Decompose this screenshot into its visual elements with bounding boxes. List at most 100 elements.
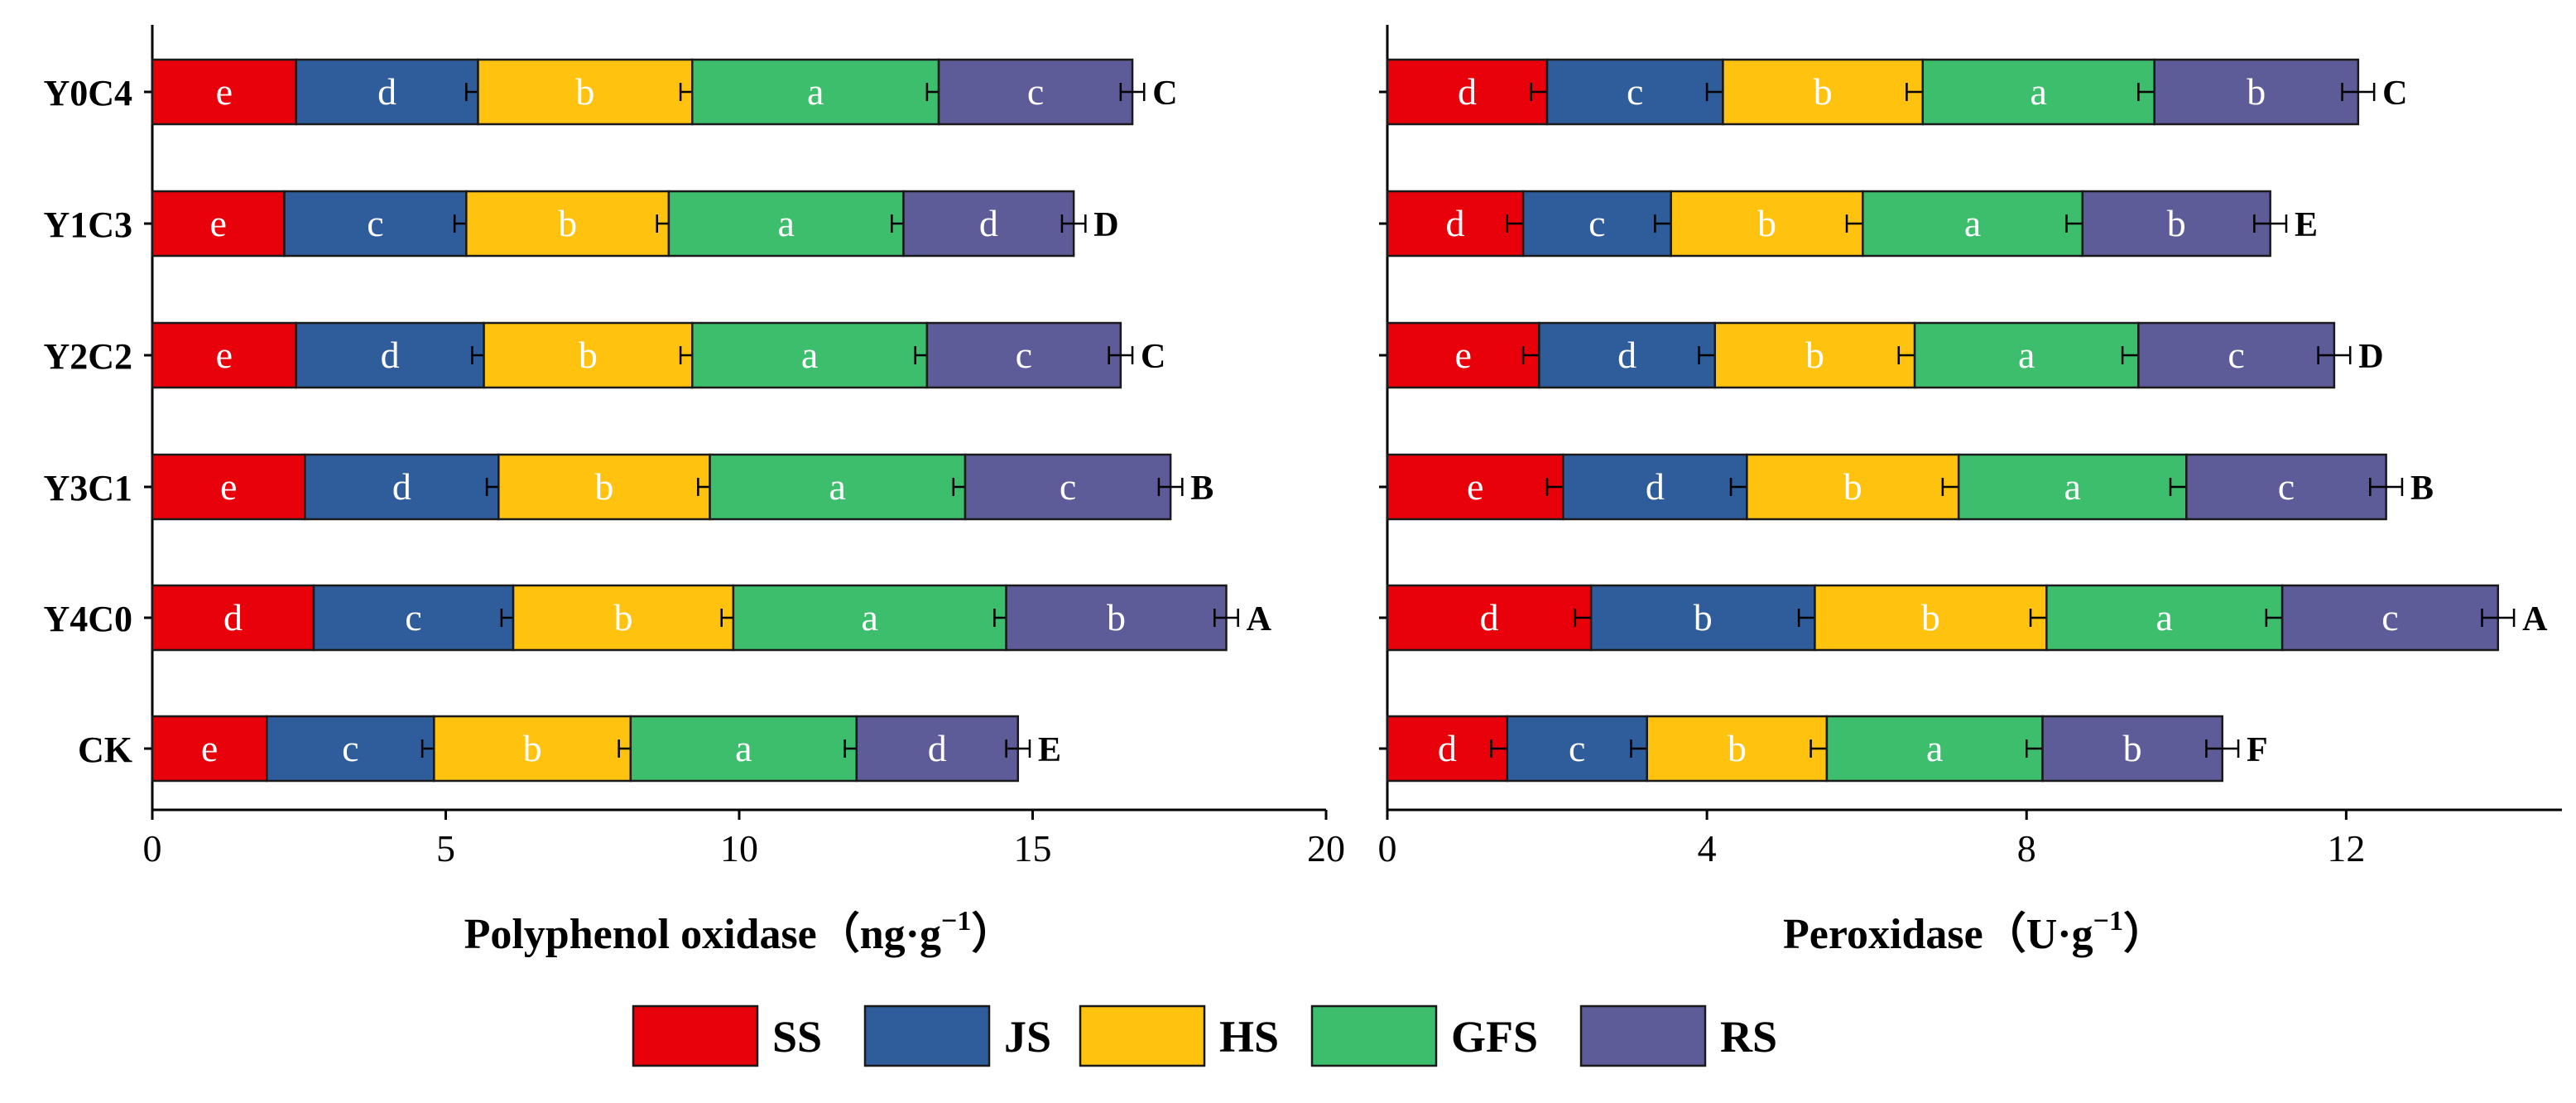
legend-swatch <box>1079 1004 1206 1067</box>
legend-swatch <box>1579 1004 1707 1067</box>
total-significance-letter: C <box>1141 338 1165 376</box>
significance-letter: e <box>216 70 233 113</box>
significance-letter: c <box>2278 465 2295 508</box>
bar-segment-ss <box>151 584 315 652</box>
significance-letter: b <box>1805 334 1824 376</box>
significance-letter: b <box>594 465 613 508</box>
significance-letter: a <box>862 596 878 638</box>
bar-segment-hs <box>1670 190 1864 258</box>
significance-letter: b <box>1694 596 1713 638</box>
legend-swatch <box>863 1004 991 1067</box>
significance-letter: d <box>377 70 396 113</box>
bar-segment-hs <box>1713 321 1916 389</box>
total-significance-letter: D <box>2358 338 2383 376</box>
significance-letter: e <box>1467 465 1483 508</box>
significance-letter: b <box>579 334 598 376</box>
significance-letter: d <box>1617 334 1636 376</box>
x-axis-title-main: Polyphenol oxidase <box>464 911 817 958</box>
bar-segment-gfs <box>1957 453 2188 521</box>
bar-segment-ss <box>151 321 297 389</box>
legend-label: JS <box>1004 1012 1051 1062</box>
x-tick-label: 5 <box>436 827 455 869</box>
bar-segment-rs <box>925 321 1122 389</box>
significance-letter: b <box>1107 596 1126 638</box>
bar-segment-rs <box>2280 584 2500 652</box>
bar-segment-gfs <box>1862 190 2084 258</box>
x-tick-label: 4 <box>1698 827 1717 869</box>
total-significance-letter: D <box>1093 206 1118 244</box>
significance-letter: a <box>778 202 795 244</box>
bar-segment-hs <box>483 321 694 389</box>
x-tick-label: 12 <box>2327 827 2365 869</box>
bar-segment-rs <box>2185 453 2387 521</box>
significance-letter: e <box>220 465 237 508</box>
x-tick-label: 8 <box>2017 827 2036 869</box>
significance-letter: c <box>367 202 383 244</box>
category-label: Y0C4 <box>43 73 132 113</box>
significance-letter: a <box>801 334 818 376</box>
bar-segment-rs <box>1005 584 1228 652</box>
total-significance-letter: B <box>1190 470 1214 508</box>
bar-segment-ss <box>151 715 268 783</box>
polyphenol-oxidase-chart: 0 5 10 15 20 Polyphenol oxidase（ng·g−1） Y0C4 e d… <box>43 25 1345 958</box>
x-axis-title-exponent: −1 <box>941 906 971 937</box>
significance-letter: e <box>216 334 233 376</box>
significance-letter: b <box>2123 727 2142 769</box>
x-axis-title: Peroxidase（U·g−1） <box>1783 906 2166 958</box>
significance-letter: b <box>523 727 542 769</box>
legend-item-gfs: GFS <box>1310 1004 1538 1067</box>
significance-letter: c <box>1027 70 1044 113</box>
significance-letter: e <box>1454 334 1471 376</box>
legend-swatch <box>1310 1004 1438 1067</box>
bar-segment-hs <box>1646 715 1829 783</box>
total-significance-letter: B <box>2410 470 2434 508</box>
significance-letter: c <box>2228 334 2244 376</box>
bar-segment-gfs <box>1825 715 2044 783</box>
bar-segment-gfs <box>709 453 967 521</box>
significance-letter: c <box>405 596 421 638</box>
significance-letter: c <box>1627 70 1643 113</box>
bar-segment-rs <box>964 453 1172 521</box>
bar-segment-js <box>1521 190 1672 258</box>
peroxidase-chart: 0 4 8 12 Peroxidase（U·g−1） d c b a b Cd c b a b Ee d b a c D… <box>1378 25 2562 958</box>
legend-item-rs: RS <box>1579 1004 1777 1067</box>
bar-segment-gfs <box>691 321 929 389</box>
significance-letter: b <box>1757 202 1776 244</box>
significance-letter: d <box>1458 70 1477 113</box>
x-axis-title-close: ） <box>2123 910 2166 958</box>
total-significance-letter: C <box>1152 75 1177 113</box>
bar-segment-hs <box>1722 58 1925 126</box>
significance-letter: d <box>1480 596 1499 638</box>
bar-segment-hs <box>465 190 670 258</box>
bar-segment-rs <box>855 715 1020 783</box>
legend-label: GFS <box>1451 1012 1538 1062</box>
significance-letter: d <box>392 465 411 508</box>
significance-letter: d <box>381 334 400 376</box>
bar-segment-ss <box>1386 584 1593 652</box>
significance-letter: a <box>1964 202 1981 244</box>
total-significance-letter: E <box>2295 206 2318 244</box>
significance-letter: a <box>2156 596 2173 638</box>
significance-letter: d <box>223 596 243 638</box>
bar-segment-ss <box>151 190 286 258</box>
x-tick-label: 0 <box>143 827 162 869</box>
significance-letter: d <box>1438 727 1457 769</box>
significance-letter: c <box>2381 596 2398 638</box>
category-label: Y4C0 <box>43 599 132 639</box>
significance-letter: c <box>1588 202 1605 244</box>
significance-letter: d <box>928 727 947 769</box>
legend-label: HS <box>1219 1012 1279 1062</box>
legend-label: SS <box>772 1012 822 1062</box>
total-significance-letter: A <box>1247 600 1272 638</box>
significance-letter: a <box>2064 465 2081 508</box>
significance-letter: a <box>735 727 752 769</box>
bar-segment-js <box>295 58 479 126</box>
bar-segment-js <box>266 715 435 783</box>
bar-segment-ss <box>1386 190 1525 258</box>
significance-letter: a <box>807 70 824 113</box>
significance-letter: b <box>1921 596 1940 638</box>
bar-segment-js <box>295 321 485 389</box>
x-tick-label: 20 <box>1307 827 1345 869</box>
significance-letter: e <box>201 727 218 769</box>
